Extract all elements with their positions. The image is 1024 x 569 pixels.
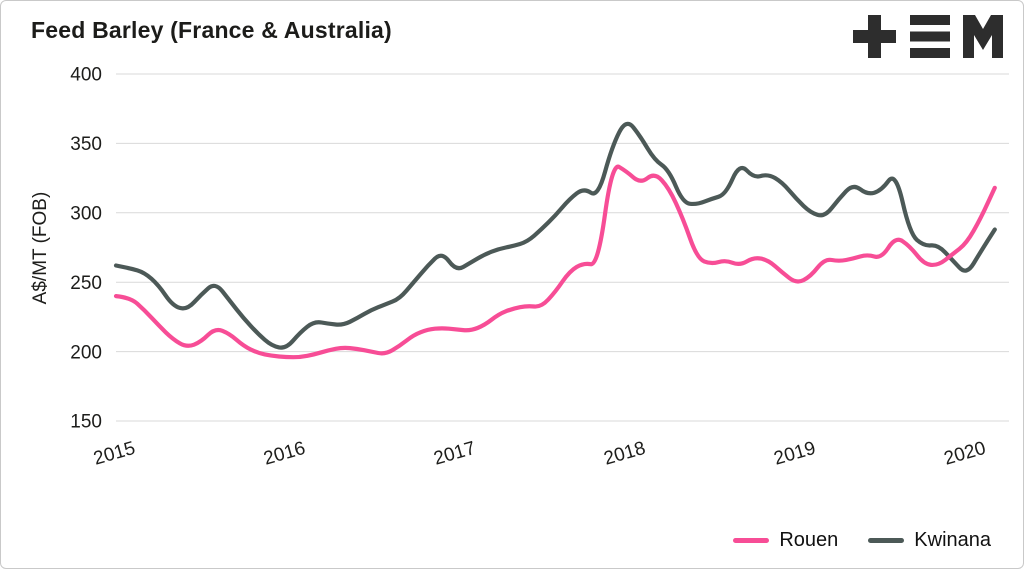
legend-label-kwinana: Kwinana [914, 529, 991, 551]
x-tick-label: 2018 [602, 438, 648, 470]
x-tick-label: 2017 [431, 438, 477, 470]
x-tick-label: 2016 [261, 438, 307, 470]
legend-label-rouen: Rouen [779, 529, 839, 551]
x-tick-label: 2020 [942, 438, 988, 470]
y-tick-label: 150 [70, 412, 102, 433]
series-line-kwinana [113, 121, 997, 350]
m-glyph-icon [963, 15, 1003, 58]
x-tick-label: 2015 [91, 438, 137, 470]
y-axis-label: A$/MT (FOB) [30, 191, 51, 305]
y-tick-label: 400 [70, 65, 102, 86]
legend-swatch-kwinana [868, 538, 905, 543]
legend-item-rouen: Rouen [733, 529, 838, 552]
page-title: Feed Barley (France & Australia) [31, 17, 392, 43]
y-tick-label: 200 [70, 342, 102, 363]
series-line-rouen [113, 164, 997, 360]
legend-item-kwinana: Kwinana [868, 529, 991, 552]
tem-logo [853, 15, 1003, 58]
chart-legend: Rouen Kwinana [733, 529, 991, 552]
x-tick-label: 2019 [772, 438, 818, 470]
bars-icon [910, 15, 950, 58]
plus-icon [853, 15, 896, 58]
y-tick-label: 350 [70, 134, 102, 155]
y-tick-label: 300 [70, 203, 102, 224]
y-tick-label: 250 [70, 273, 102, 294]
legend-swatch-rouen [733, 538, 770, 543]
